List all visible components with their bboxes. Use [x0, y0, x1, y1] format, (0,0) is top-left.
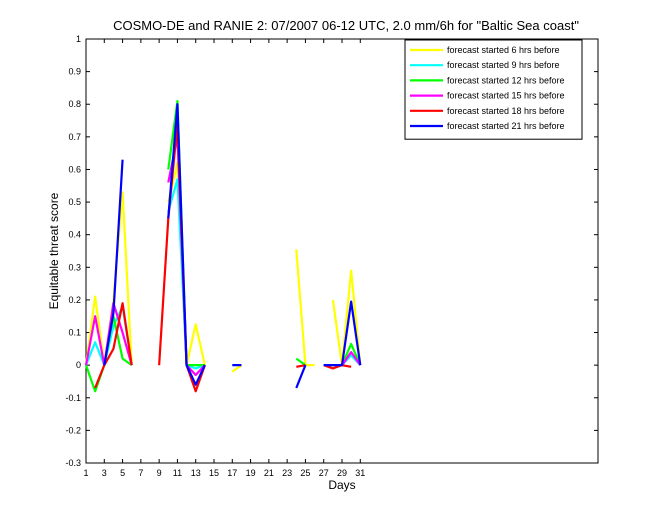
chart-title: COSMO-DE and RANIE 2: 07/2007 06-12 UTC,…: [113, 18, 579, 33]
y-tick-label: 0.4: [68, 230, 81, 240]
y-tick-label: -0.1: [65, 393, 81, 403]
y-tick-label: 0.3: [68, 262, 81, 272]
x-tick-label: 11: [173, 468, 182, 478]
legend-entry: forecast started 6 hrs before: [447, 45, 560, 55]
x-tick-label: 31: [355, 468, 365, 478]
x-tick-label: 19: [246, 468, 256, 478]
x-tick-label: 27: [319, 468, 329, 478]
y-tick-label: -0.2: [65, 425, 81, 435]
x-tick-label: 5: [120, 468, 125, 478]
series-lines: [84, 99, 362, 393]
legend-entry: forecast started 18 hrs before: [447, 106, 565, 116]
x-axis-label: Days: [328, 478, 355, 492]
y-tick-label: 0.5: [68, 197, 81, 207]
y-tick-label: 0.6: [68, 164, 81, 174]
axes: 1 3 5 7 9 11 13 15 17 19 21 23 25 27 29 31-0.3-0.2-0.10…: [65, 34, 598, 478]
y-tick-label: 0.8: [68, 99, 81, 109]
x-tick-label: 15: [209, 468, 219, 478]
y-tick-label: -0.3: [65, 458, 81, 468]
x-tick-label: 9: [157, 468, 162, 478]
series-line-6: [103, 103, 362, 389]
y-axis-label: Equitable threat score: [47, 192, 61, 309]
x-tick-label: 3: [102, 468, 107, 478]
y-tick-label: 0.9: [68, 67, 81, 77]
x-tick-label: 23: [282, 468, 292, 478]
y-tick-label: 1: [76, 34, 81, 44]
legend: forecast started 6 hrs before forecast st…: [404, 39, 583, 140]
x-tick-label: 29: [337, 468, 347, 478]
legend-entry: forecast started 12 hrs before: [447, 75, 565, 85]
y-tick-label: 0.7: [68, 132, 81, 142]
y-tick-label: 0.2: [68, 295, 81, 305]
legend-box: [404, 39, 583, 140]
x-tick-label: 25: [300, 468, 310, 478]
x-tick-label: 13: [191, 468, 201, 478]
x-tick-label: 17: [227, 468, 237, 478]
x-tick-label: 7: [138, 468, 143, 478]
x-tick-label: 1: [83, 468, 88, 478]
legend-entry: forecast started 21 hrs before: [447, 121, 565, 131]
legend-entry: forecast started 15 hrs before: [447, 91, 565, 101]
y-tick-label: 0.1: [68, 328, 81, 338]
legend-entry: forecast started 9 hrs before: [447, 60, 560, 70]
x-tick-label: 21: [264, 468, 274, 478]
y-tick-label: 0: [76, 360, 81, 370]
